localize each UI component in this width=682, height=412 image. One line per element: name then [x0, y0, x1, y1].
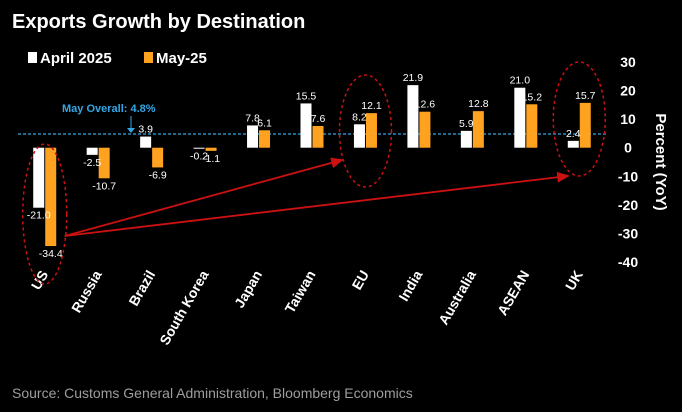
bar-may-25-australia — [472, 111, 484, 148]
bar-may-25-asean — [526, 104, 538, 148]
legend-swatch-may — [144, 52, 153, 63]
data-label-april-2025-brazil: 3.9 — [138, 124, 153, 136]
x-tick-asean: ASEAN — [494, 268, 532, 318]
y-tick-10: 10 — [620, 111, 636, 127]
data-label-april-2025-australia: 5.9 — [459, 118, 474, 130]
x-tick-brazil: Brazil — [125, 268, 158, 309]
overall-reference-arrowhead — [127, 128, 135, 133]
x-tick-eu: EU — [348, 268, 372, 293]
x-tick-south-korea: South Korea — [156, 267, 212, 347]
bar-may-25-us — [45, 147, 57, 246]
bar-april-2025-australia — [460, 130, 472, 148]
y-tick-20: 20 — [620, 83, 636, 99]
data-label-april-2025-eu: 8.2 — [352, 111, 367, 123]
chart-title: Exports Growth by Destination — [12, 11, 305, 33]
data-label-april-2025-south-korea: -0.2 — [190, 150, 208, 162]
reference-line-group: May Overall: 4.8% — [18, 103, 606, 135]
highlight-ellipse-eu — [338, 74, 393, 188]
bar-may-25-south-korea — [205, 147, 217, 151]
y-axis-label: Percent (YoY) — [652, 113, 669, 210]
data-label-may-25-taiwan: 7.6 — [311, 113, 326, 125]
data-label-april-2025-taiwan: 15.5 — [296, 90, 317, 102]
bars — [33, 85, 591, 246]
bar-april-2025-eu — [353, 124, 365, 148]
x-tick-india: India — [395, 267, 425, 303]
data-label-may-25-australia: 12.8 — [468, 98, 489, 110]
data-label-may-25-eu: 12.1 — [361, 100, 382, 112]
data-label-april-2025-uk: 2.4 — [566, 128, 581, 140]
legend-swatch-april — [28, 52, 37, 63]
overall-reference-label: May Overall: 4.8% — [62, 103, 156, 115]
legend: April 2025 May-25 — [28, 50, 207, 67]
bar-april-2025-south-korea — [193, 147, 205, 149]
bar-may-25-japan — [259, 130, 271, 148]
x-tick-uk: UK — [562, 268, 586, 294]
bar-april-2025-uk — [567, 140, 579, 148]
data-label-may-25-uk: 15.7 — [575, 90, 596, 102]
data-label-may-25-us: -34.4 — [39, 248, 63, 260]
data-label-may-25-japan: 6.1 — [257, 117, 272, 129]
bar-april-2025-japan — [247, 125, 259, 148]
x-tick-russia: Russia — [68, 267, 105, 315]
data-label-may-25-india: 12.6 — [415, 99, 436, 111]
bar-may-25-russia — [98, 147, 110, 179]
data-label-april-2025-us: -21.0 — [27, 210, 51, 222]
x-tick-taiwan: Taiwan — [282, 268, 319, 316]
x-tick-japan: Japan — [231, 268, 265, 311]
data-label-may-25-brazil: -6.9 — [149, 169, 167, 181]
data-label-april-2025-japan: 7.8 — [245, 112, 260, 124]
data-label-april-2025-russia: -2.5 — [83, 157, 101, 169]
y-tick-30: 30 — [620, 54, 636, 70]
y-tick-minus-40: -40 — [618, 254, 638, 270]
y-tick-minus-20: -20 — [618, 197, 638, 213]
bar-april-2025-taiwan — [300, 103, 312, 148]
bar-april-2025-asean — [514, 87, 526, 148]
highlight-ellipse-us — [21, 143, 68, 285]
data-label-may-25-south-korea: -1.1 — [202, 153, 220, 165]
y-tick-minus-10: -10 — [618, 168, 638, 184]
y-tick-0: 0 — [624, 140, 632, 156]
bar-may-25-uk — [579, 102, 591, 148]
bar-may-25-brazil — [152, 147, 164, 168]
legend-label-may: May-25 — [156, 50, 207, 67]
bar-april-2025-russia — [86, 147, 98, 155]
x-tick-australia: Australia — [435, 267, 479, 327]
annotations — [21, 61, 607, 285]
bar-april-2025-brazil — [140, 136, 152, 148]
highlight-ellipse-uk — [552, 61, 607, 177]
bar-april-2025-india — [407, 85, 419, 148]
source-note: Source: Customs General Administration, … — [12, 385, 413, 401]
arrow-us-to-uk — [64, 171, 570, 237]
y-tick-minus-30: -30 — [618, 225, 638, 241]
legend-label-april: April 2025 — [40, 50, 112, 67]
y-axis: 30 20 10 0 -10 -20 -30 -40 Percent (YoY) — [618, 54, 669, 270]
arrow-us-to-eu — [64, 157, 344, 237]
bar-april-2025-us — [33, 147, 45, 208]
data-label-may-25-russia: -10.7 — [92, 180, 116, 192]
bar-may-25-taiwan — [312, 126, 324, 148]
bar-may-25-india — [419, 111, 431, 148]
data-labels: -21.0 -34.4 -2.5 -10.7 3.9 -6.9 -0.2-1.1 7.86.1… — [27, 72, 596, 260]
bar-may-25-eu — [365, 113, 377, 148]
data-label-april-2025-india: 21.9 — [403, 72, 424, 84]
data-label-may-25-asean: 15.2 — [522, 91, 543, 103]
data-label-april-2025-asean: 21.0 — [510, 75, 531, 87]
